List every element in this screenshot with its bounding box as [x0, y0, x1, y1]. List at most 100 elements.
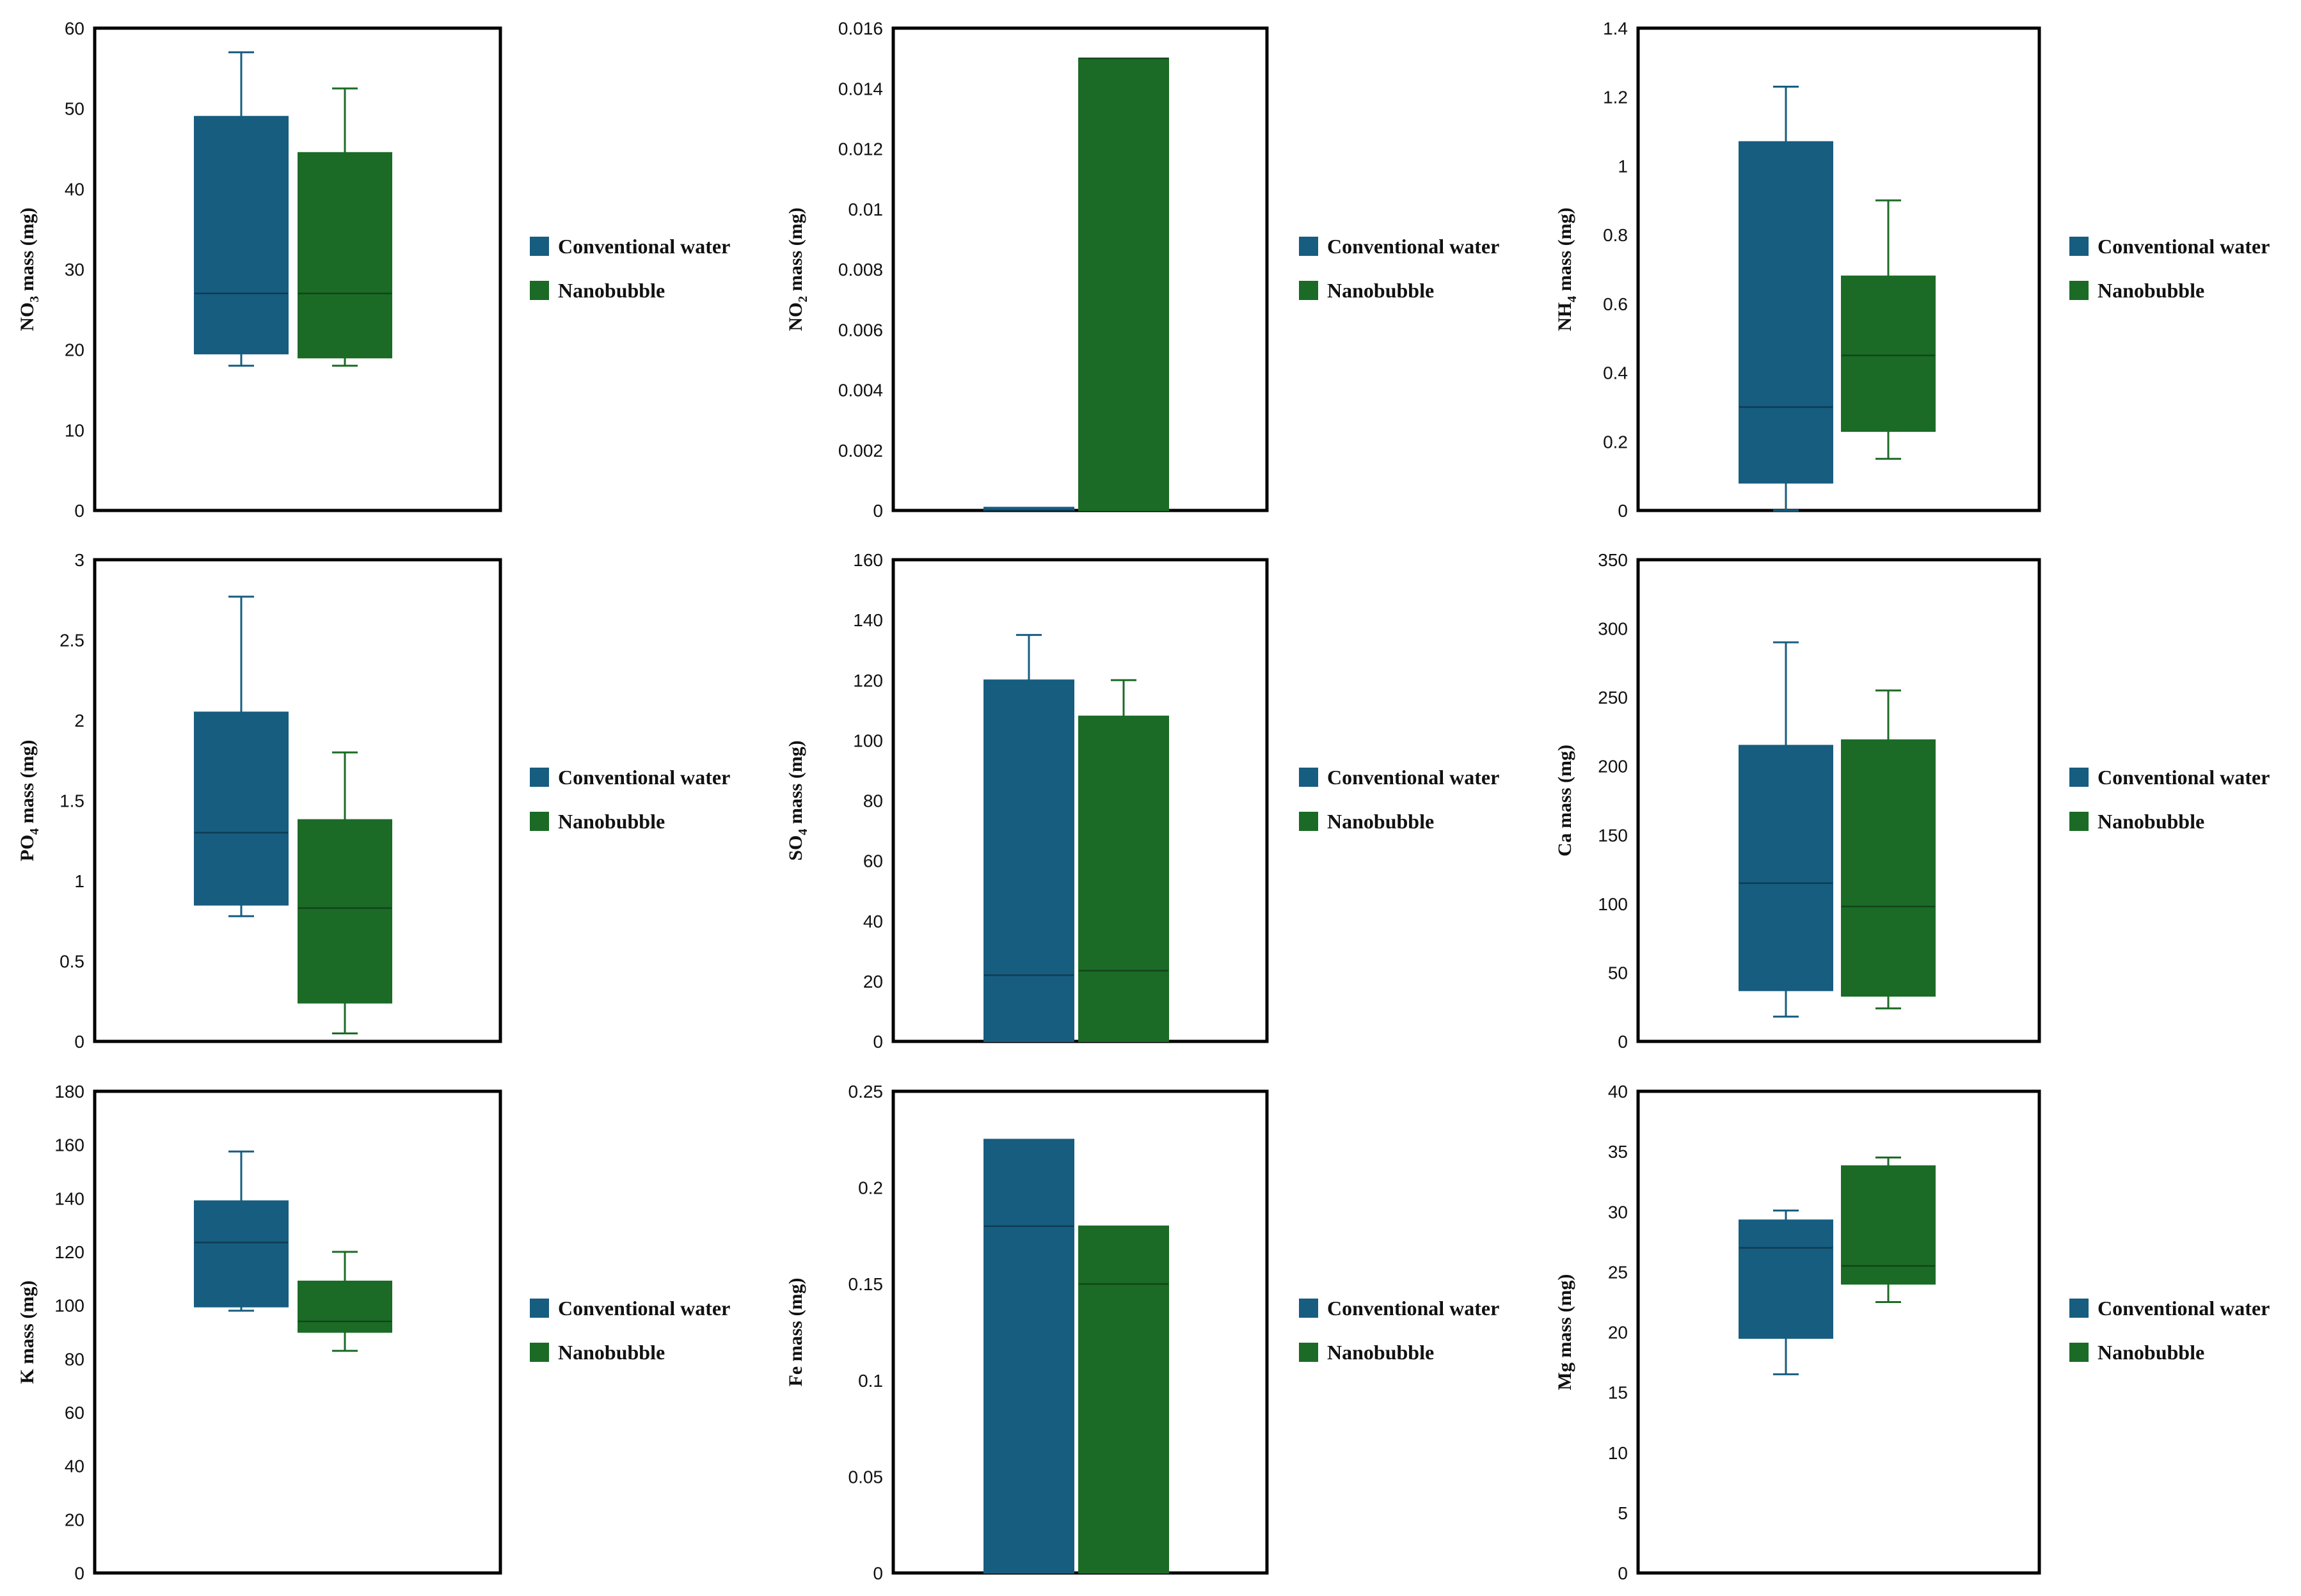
- legend-label-nanobubble: Nanobubble: [1327, 1341, 1434, 1364]
- box-body: [983, 679, 1074, 1042]
- box-conventional: [1739, 1209, 1833, 1375]
- y-tick-label: 0.008: [838, 260, 883, 280]
- y-axis-label-unit: mass (mg): [17, 740, 38, 828]
- y-tick-label: 30: [1608, 1202, 1628, 1222]
- legend-label-nanobubble: Nanobubble: [558, 279, 665, 302]
- y-tick-label: 80: [863, 791, 883, 811]
- y-tick-label: 1.5: [60, 791, 84, 811]
- legend-label-conventional: Conventional water: [1327, 766, 1499, 789]
- y-tick-label: 300: [1598, 619, 1628, 639]
- box-body: [1841, 1165, 1936, 1285]
- y-tick-label: 180: [54, 1082, 84, 1102]
- y-tick-label: 0: [1618, 501, 1628, 521]
- y-tick-label: 2.5: [60, 631, 84, 651]
- y-tick-label: 350: [1598, 550, 1628, 570]
- box-conventional: [1739, 86, 1833, 512]
- y-tick-label: 15: [1608, 1383, 1628, 1403]
- legend-label-conventional: Conventional water: [1327, 1297, 1499, 1320]
- box-conventional: [194, 1150, 289, 1312]
- y-tick-label: 40: [1608, 1082, 1628, 1102]
- legend-label-nanobubble: Nanobubble: [2098, 810, 2204, 833]
- y-tick-label: 120: [853, 670, 883, 690]
- y-tick-label: 0.01: [848, 200, 884, 219]
- y-tick-label: 0.2: [1603, 432, 1628, 452]
- y-tick-label: 0.8: [1603, 225, 1628, 245]
- box-nanobubble: [1841, 689, 1936, 1009]
- y-tick-label: 1.4: [1603, 19, 1628, 38]
- y-tick-label: 0.014: [838, 79, 883, 99]
- legend-label-conventional: Conventional water: [1327, 235, 1499, 258]
- y-axis-label-main: Fe: [785, 1366, 806, 1387]
- y-tick-label: 40: [65, 179, 84, 199]
- legend-swatch-conventional: [530, 768, 549, 787]
- y-tick-label: 0.6: [1603, 294, 1628, 314]
- y-tick-label: 20: [65, 340, 84, 360]
- y-axis-label: PO4 mass (mg): [17, 740, 42, 862]
- y-tick-label: 50: [65, 99, 84, 119]
- y-tick-label: 80: [65, 1349, 84, 1369]
- y-tick-label: 1: [1618, 156, 1628, 176]
- box-body: [1739, 745, 1833, 992]
- legend-swatch-conventional: [2069, 237, 2089, 256]
- y-axis-label-unit: mass (mg): [785, 207, 806, 296]
- y-axis-label-main: NO: [785, 303, 806, 331]
- box-body: [983, 1139, 1074, 1574]
- box-conventional: [194, 51, 289, 367]
- box-body: [1841, 275, 1936, 432]
- y-tick-label: 250: [1598, 688, 1628, 707]
- y-tick-label: 5: [1618, 1503, 1628, 1523]
- y-tick-label: 50: [1608, 963, 1628, 983]
- y-axis-label-main: PO: [17, 835, 38, 862]
- y-tick-label: 0.15: [848, 1274, 884, 1294]
- y-axis-label-unit: mass (mg): [1554, 207, 1575, 296]
- y-tick-label: 160: [54, 1135, 84, 1155]
- y-tick-label: 35: [1608, 1142, 1628, 1162]
- y-axis-label-main: Mg: [1554, 1363, 1575, 1390]
- legend-label-conventional: Conventional water: [2098, 235, 2270, 258]
- legend-swatch-nanobubble: [2069, 812, 2089, 831]
- y-tick-label: 0.1: [858, 1371, 883, 1391]
- plot-frame: [93, 26, 502, 512]
- chart-panel-5: 0 20 40 60 80 100 120 140 160 SO4 mass (mg) Conven…: [785, 550, 1499, 1052]
- legend-label-conventional: Conventional water: [558, 766, 730, 789]
- y-tick-label: 10: [65, 420, 84, 440]
- y-axis-label: NO3 mass (mg): [17, 207, 42, 331]
- plot-frame: [1636, 1089, 2041, 1575]
- box-conventional: [983, 634, 1074, 1042]
- legend-swatch-conventional: [2069, 768, 2089, 787]
- legend-label-conventional: Conventional water: [558, 235, 730, 258]
- legend-swatch-nanobubble: [530, 1343, 549, 1362]
- legend: Conventional water Nanobubble: [530, 766, 730, 833]
- box-body: [298, 1281, 392, 1333]
- y-tick-label: 0.002: [838, 441, 883, 461]
- y-axis-label-unit: mass (mg): [17, 207, 38, 296]
- legend: Conventional water Nanobubble: [2069, 235, 2270, 302]
- y-axis-label-unit: mass (mg): [17, 1281, 38, 1369]
- box-nanobubble: [1078, 679, 1169, 1042]
- y-axis-label: K mass (mg): [17, 1281, 38, 1384]
- legend: Conventional water Nanobubble: [530, 1297, 730, 1364]
- legend-swatch-nanobubble: [530, 281, 549, 300]
- legend-swatch-conventional: [530, 237, 549, 256]
- box-conventional: [983, 1139, 1074, 1574]
- y-tick-label: 0.2: [858, 1178, 883, 1198]
- box-body: [1078, 715, 1169, 1042]
- y-tick-label: 140: [853, 610, 883, 630]
- y-axis-label-subscript: 4: [796, 829, 810, 835]
- y-tick-label: 0.006: [838, 320, 883, 340]
- legend-label-nanobubble: Nanobubble: [558, 810, 665, 833]
- box-body: [194, 711, 289, 906]
- y-axis-label-unit: mass (mg): [785, 1278, 806, 1366]
- y-axis-label: Mg mass (mg): [1554, 1274, 1575, 1391]
- box-conventional: [983, 507, 1074, 512]
- chart-panel-4: 0 0.5 1 1.5 2 2.5 3 PO4 mass (mg) Conventional w…: [17, 550, 730, 1052]
- y-tick-label: 0: [873, 1032, 883, 1052]
- legend-label-conventional: Conventional water: [558, 1297, 730, 1320]
- box-nanobubble: [298, 751, 392, 1034]
- box-body: [1739, 141, 1833, 484]
- chart-panel-3: 0 0.2 0.4 0.6 0.8 1 1.2 1.4 NH4 mass (mg) Convent…: [1554, 19, 2270, 521]
- legend: Conventional water Nanobubble: [1299, 235, 1499, 302]
- legend: Conventional water Nanobubble: [530, 235, 730, 302]
- y-tick-label: 160: [853, 550, 883, 570]
- box-body: [194, 116, 289, 354]
